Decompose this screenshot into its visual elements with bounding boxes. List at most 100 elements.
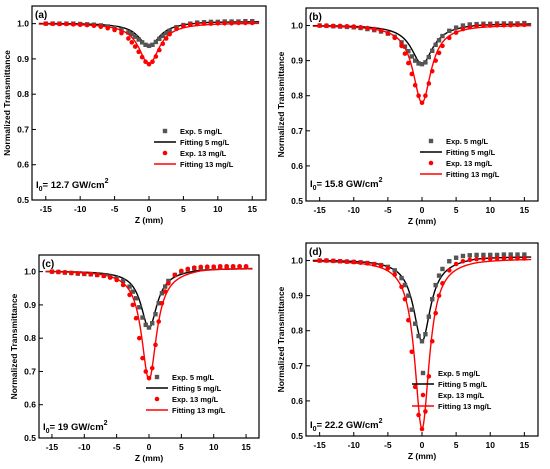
x-axis-title: Z (mm) xyxy=(135,215,164,225)
point-exp-13mg xyxy=(236,20,241,26)
point-exp-5mg xyxy=(139,40,145,45)
point-exp-5mg xyxy=(436,273,442,278)
point-exp-5mg xyxy=(167,28,172,33)
point-exp-13mg xyxy=(402,51,408,56)
y-tick-label: 0.9 xyxy=(291,56,303,66)
point-exp-13mg xyxy=(385,265,391,271)
point-exp-5mg xyxy=(402,282,408,288)
point-exp-13mg xyxy=(243,264,249,269)
x-tick-label: 10 xyxy=(486,440,496,450)
x-tick-label: 0 xyxy=(420,205,425,215)
legend-label: Fitting 5 mg/L xyxy=(446,148,496,157)
point-exp-13mg xyxy=(191,265,197,270)
panel-label: (b) xyxy=(309,12,322,23)
point-exp-5mg xyxy=(419,339,425,344)
point-exp-5mg xyxy=(126,30,131,35)
panel-d: 0.5 0.6 0.7 0.8 0.9 1.0 -15 -10 -5 0 5 10 15 Z (mm) No… xyxy=(276,242,539,461)
data-layer xyxy=(312,20,532,106)
x-tick-label: 0 xyxy=(147,204,152,214)
point-exp-5mg xyxy=(433,42,438,48)
point-exp-13mg xyxy=(237,264,242,269)
x-tick-label: -5 xyxy=(384,440,392,450)
point-exp-5mg xyxy=(433,282,438,288)
point-exp-5mg xyxy=(474,252,479,258)
fit-line-5mg xyxy=(45,268,253,329)
point-exp-13mg xyxy=(179,268,184,274)
intensity-label: I0= 12.7 GW/cm2 xyxy=(36,178,109,193)
x-tick-label: -15 xyxy=(40,204,53,214)
x-tick-label: -15 xyxy=(46,442,59,452)
x-tick-label: 15 xyxy=(520,205,530,215)
point-exp-13mg xyxy=(337,23,343,29)
panel-label: (a) xyxy=(35,10,47,21)
point-exp-13mg xyxy=(508,22,514,28)
point-exp-5mg xyxy=(143,322,148,328)
point-exp-13mg xyxy=(172,272,178,278)
legend-marker-exp-13mg xyxy=(154,396,160,402)
legend-label: Exp. 5 mg/L xyxy=(180,127,223,136)
point-exp-13mg xyxy=(481,256,486,262)
x-tick-label: -5 xyxy=(111,204,119,214)
panel-a: 0.5 0.6 0.7 0.8 0.9 1.0 -15 -10 -5 0 5 10 15 Z (mm) No… xyxy=(2,5,267,225)
legend-label: Fitting 5 mg/L xyxy=(438,380,488,389)
point-exp-5mg xyxy=(494,252,500,258)
x-axis-title: Z (mm) xyxy=(408,216,437,226)
x-tick-label: -15 xyxy=(313,440,326,450)
y-axis-title: Normalized Transmittance xyxy=(2,50,12,156)
x-tick-label: -5 xyxy=(113,442,121,452)
fit-line-5mg xyxy=(312,23,532,65)
point-exp-13mg xyxy=(133,315,139,321)
point-exp-5mg xyxy=(156,301,161,306)
x-tick-label: 10 xyxy=(486,205,496,215)
point-exp-5mg xyxy=(440,266,445,272)
legend-label: Exp. 13 mg/L xyxy=(172,395,219,404)
legend-label: Exp. 13 mg/L xyxy=(446,159,493,168)
point-exp-13mg xyxy=(119,30,124,36)
point-exp-5mg xyxy=(133,296,139,301)
legend-label: Exp. 5 mg/L xyxy=(446,137,489,146)
point-exp-13mg xyxy=(501,256,507,261)
plot-frame xyxy=(31,5,267,201)
point-exp-5mg xyxy=(392,268,397,273)
legend-label: Exp. 5 mg/L xyxy=(172,373,215,382)
point-exp-5mg xyxy=(423,60,428,65)
point-exp-5mg xyxy=(136,37,141,42)
y-tick-label: 0.7 xyxy=(24,366,36,376)
point-exp-5mg xyxy=(453,25,459,30)
legend-label: Fitting 5 mg/L xyxy=(180,138,230,147)
point-exp-13mg xyxy=(166,280,171,286)
point-exp-5mg xyxy=(150,321,155,326)
point-exp-5mg xyxy=(146,325,152,330)
fit-line-13mg xyxy=(45,267,253,381)
point-exp-13mg xyxy=(317,258,322,263)
x-tick-label: 0 xyxy=(147,442,152,452)
point-exp-5mg xyxy=(120,278,126,284)
x-tick-label: 15 xyxy=(520,440,530,450)
x-tick-label: -5 xyxy=(384,205,392,215)
point-exp-5mg xyxy=(162,284,168,289)
legend-label: Exp. 13 mg/L xyxy=(180,149,227,158)
legend-marker-exp-13mg xyxy=(162,150,168,156)
point-exp-5mg xyxy=(127,284,132,289)
x-tick-label: 5 xyxy=(454,205,459,215)
point-exp-5mg xyxy=(409,307,414,312)
y-tick-label: 0.8 xyxy=(291,326,303,336)
y-tick-label: 0.6 xyxy=(17,160,29,170)
point-exp-5mg xyxy=(423,332,428,337)
point-exp-13mg xyxy=(217,264,223,269)
point-exp-5mg xyxy=(515,252,520,257)
x-axis-title: Z (mm) xyxy=(135,453,164,463)
data-layer xyxy=(38,18,260,67)
legend-label: Fitting 5 mg/L xyxy=(172,384,222,393)
point-exp-5mg xyxy=(406,48,411,54)
legend-marker-exp-13mg xyxy=(420,392,426,398)
legend: Exp. 5 mg/L Fitting 5 mg/L Exp. 13 mg/L Fit… xyxy=(154,127,234,169)
point-exp-13mg xyxy=(211,264,217,269)
point-exp-13mg xyxy=(409,349,415,355)
point-exp-5mg xyxy=(130,289,136,294)
point-exp-5mg xyxy=(150,42,155,47)
legend-label: Fitting 13 mg/L xyxy=(438,402,492,411)
point-exp-5mg xyxy=(522,252,527,257)
x-tick-label: 5 xyxy=(454,440,459,450)
